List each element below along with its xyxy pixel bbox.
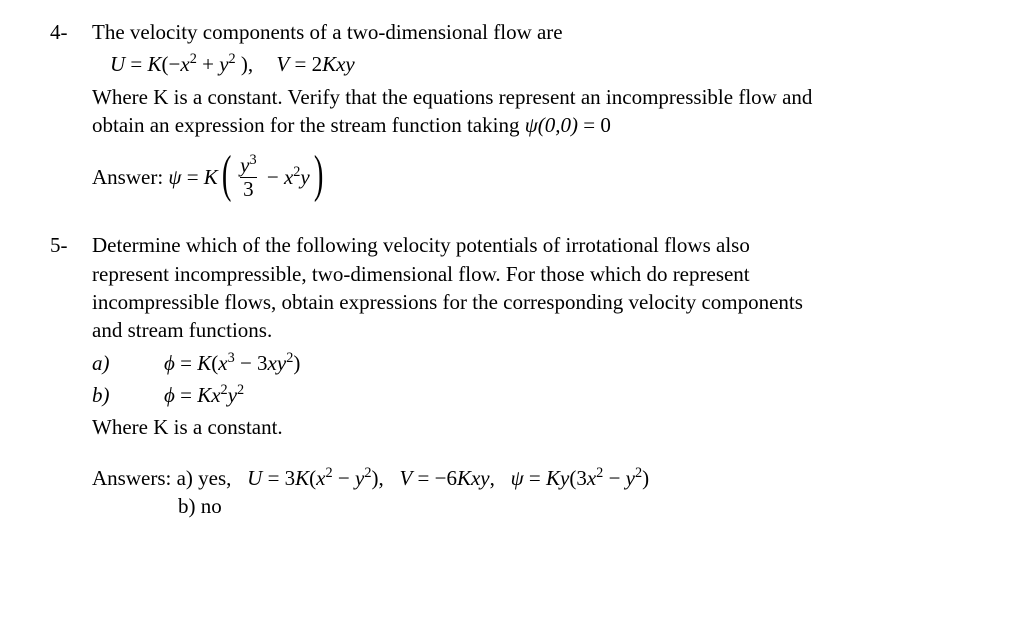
answer-label: Answer: [92,163,163,191]
fraction: y3 3 [237,155,259,200]
answer-tail: − x2y [262,163,310,191]
frac-den: 3 [240,177,257,200]
ans-a-label: a) yes, [177,466,232,490]
problem-number: 4- [50,18,92,203]
problem-body: Determine which of the following velocit… [92,231,984,520]
page: 4- The velocity components of a two-dime… [0,0,1024,568]
problem-number: 5- [50,231,92,520]
eq-u-lhs: U [110,52,125,76]
answers-block: Answers: a) yes, U = 3K(x2 − y2), V = −6… [92,464,984,521]
desc-line-1: Determine which of the following velocit… [92,231,984,259]
list-item: b) ϕ = Kx2y2 [92,381,984,409]
left-paren-icon: ( [222,149,232,201]
ans-a-v: V = −6Kxy, [399,466,494,490]
ans-a-psi: ψ = Ky(3x2 − y2) [511,466,650,490]
right-paren-icon: ) [314,149,324,201]
problem-4: 4- The velocity components of a two-dime… [50,18,984,203]
answers-label: Answers: [92,466,171,490]
ans-b: b) no [178,492,984,520]
list-item: a) ϕ = K(x3 − 3xy2) [92,349,984,377]
item-eq: ϕ = Kx2y2 [164,381,244,409]
footnote: Where K is a constant. [92,413,984,441]
ans-a-u: U = 3K(x2 − y2), [247,466,384,490]
sub-list: a) ϕ = K(x3 − 3xy2) b) ϕ = Kx2y2 [92,349,984,410]
item-label: b) [92,381,164,409]
desc-line-4: and stream functions. [92,316,984,344]
item-eq: ϕ = K(x3 − 3xy2) [164,349,300,377]
desc-line-2: represent incompressible, two-dimensiona… [92,260,984,288]
problem-5: 5- Determine which of the following velo… [50,231,984,520]
desc-line-3: incompressible flows, obtain expressions… [92,288,984,316]
answer-block: Answer: ψ = K ( y3 3 − x2y ) [92,151,984,203]
equation-line: U = K(−x2 + y2 ), V = 2Kxy [110,50,984,78]
problem-body: The velocity components of a two-dimensi… [92,18,984,203]
eq-v-lhs: V [276,52,289,76]
item-label: a) [92,349,164,377]
desc-line-2: obtain an expression for the stream func… [92,111,984,139]
desc-line-1: Where K is a constant. Verify that the e… [92,83,984,111]
intro-text: The velocity components of a two-dimensi… [92,18,984,46]
